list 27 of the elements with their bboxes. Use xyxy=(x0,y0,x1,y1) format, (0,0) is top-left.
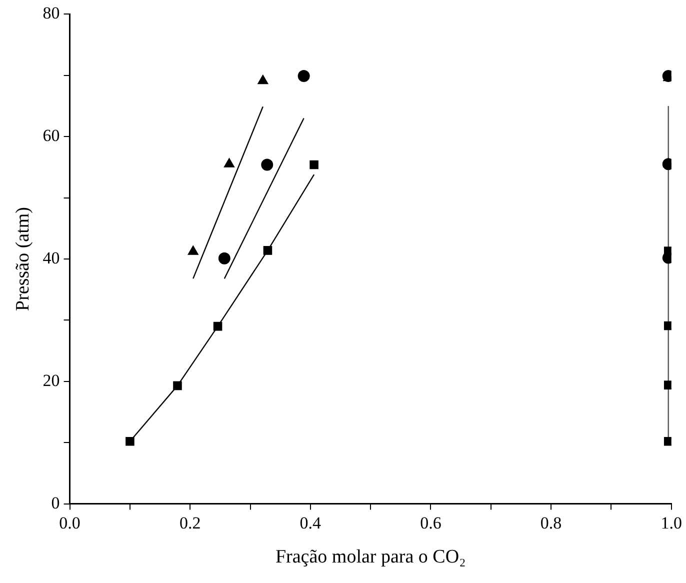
y-tick-label: 20 xyxy=(42,370,60,390)
point xyxy=(261,158,274,171)
point xyxy=(126,436,134,446)
point xyxy=(664,321,672,330)
point xyxy=(224,158,234,168)
x-tick-label: 0.8 xyxy=(540,513,562,532)
point xyxy=(188,246,198,255)
point xyxy=(310,160,318,170)
point xyxy=(173,381,182,390)
x-axis-title: Fração molar para o CO₂ xyxy=(275,546,466,568)
y-tick-label: 40 xyxy=(42,248,60,268)
point xyxy=(263,246,272,255)
y-tick-label: 0 xyxy=(51,493,60,512)
x-tick-label: 0.0 xyxy=(59,513,80,532)
x-tick-label: 0.4 xyxy=(300,513,322,532)
x-tick-label: 1.0 xyxy=(660,513,682,532)
point xyxy=(258,74,268,84)
x-tick-label: 0.6 xyxy=(420,513,442,532)
point xyxy=(218,252,230,264)
point xyxy=(664,436,672,446)
point xyxy=(213,322,222,331)
y-tick-label: 80 xyxy=(42,4,60,23)
point xyxy=(664,380,672,390)
y-tick-label: 60 xyxy=(42,126,60,146)
y-axis-title: Pressão (atm) xyxy=(12,207,34,311)
point xyxy=(298,70,310,82)
x-tick-label: 0.2 xyxy=(179,513,201,532)
